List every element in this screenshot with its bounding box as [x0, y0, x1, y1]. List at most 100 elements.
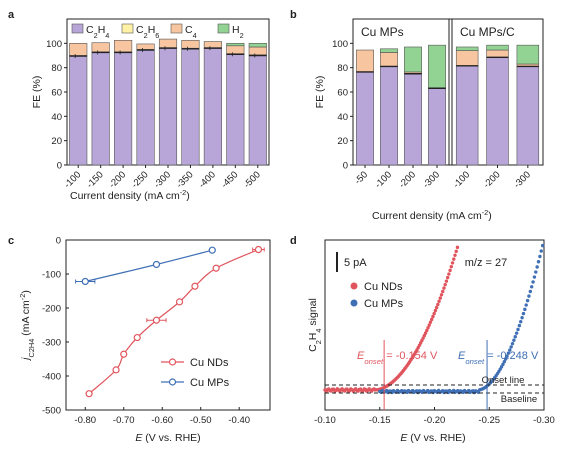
panel-a-bar-segment [226, 45, 245, 54]
panel-a-bar-segment [248, 46, 267, 56]
panel-a-xtick-label: -450 [219, 169, 240, 190]
panel-d-data-point [505, 354, 509, 358]
panel-b-xtick-label: -100 [373, 169, 394, 190]
panel-b-xtick-label: -50 [353, 169, 370, 186]
panel-a-bar-segment [136, 49, 155, 166]
panel-a-bar-segment [114, 39, 133, 53]
panel-d-data-point [450, 261, 455, 265]
panel-a-legend-label: C4 [185, 24, 197, 40]
panel-d-data-point [439, 293, 444, 297]
panel-b-bar-segment [455, 50, 479, 67]
panel-a-ytick-label: 80 [51, 63, 62, 74]
panel-b-ytick-label: 20 [337, 136, 348, 147]
panel-b-group-title: Cu MPs [361, 25, 404, 39]
panel-c-legend-label: Cu MPs [190, 377, 230, 389]
panel-d-data-point [447, 272, 451, 276]
panel-b-bar-segment [428, 44, 446, 89]
panel-a-ytick-label: 20 [51, 136, 62, 147]
panel-a-ytick-label: 0 [57, 161, 62, 172]
panel-c-ytick-label: -500 [42, 406, 61, 417]
panel-b-bar-segment [455, 65, 479, 166]
panel-b-bar-segment [404, 73, 422, 166]
panel-d-data-point [520, 316, 524, 320]
panel-a-bar-segment [248, 43, 267, 48]
panel-a-ytick-label: 60 [51, 88, 62, 99]
panel-d-data-point [438, 296, 442, 300]
panel-d-scale-label: 5 pA [344, 257, 367, 269]
panel-c-legend-label: Cu NDs [190, 357, 229, 369]
panel-d-data-point [527, 294, 531, 298]
panel-d-data-point [512, 338, 516, 342]
panel-d-mz-label: m/z = 27 [465, 257, 508, 269]
panel-c-data-point [81, 277, 89, 286]
panel-d-data-point [455, 245, 460, 250]
panel-c-data-point [112, 366, 120, 374]
panel-c-ytick-label: -400 [42, 372, 61, 383]
panel-d-xtick-label: -0.10 [314, 415, 336, 426]
panel-a-xtick-label: -200 [107, 169, 128, 190]
panel-a-xtick-label: -150 [85, 169, 106, 190]
panel-b-ytick-label: 40 [337, 112, 348, 123]
panel-b-ytick-label: 80 [337, 63, 348, 74]
panel-c-ytick-label: -100 [42, 270, 61, 281]
panel-a-ylabel: FE (%) [31, 76, 43, 109]
panel-d-data-point [519, 320, 523, 324]
panel-d-ylabel: C2H4 signal [307, 298, 323, 352]
panel-d-data-point [425, 328, 429, 333]
panel-c-ylabel: jC2H4 (mA cm-2) [18, 290, 36, 362]
panel-a-bar-segment [226, 53, 245, 166]
panel-d-data-point [534, 270, 538, 274]
panel-c-xtick-label: -0.40 [228, 415, 250, 426]
panel-d-data-point [436, 302, 440, 307]
panel-a-bar-segment [203, 47, 222, 166]
panel-d-data-point [532, 275, 537, 279]
panel-a-bar-segment [91, 52, 110, 166]
panel-b-ylabel: FE (%) [314, 76, 326, 109]
panel-b-bar-segment [380, 48, 398, 53]
panel-c-frame [65, 239, 271, 411]
panel-d-legend-marker [350, 299, 358, 307]
panel-d-data-point [432, 311, 436, 316]
panel-d-data-point [431, 314, 435, 319]
panel-d-data-point [437, 299, 441, 303]
panel-d-data-point [444, 279, 449, 283]
panel-c-data-point [85, 390, 93, 398]
panel-a-bar-segment [248, 55, 267, 166]
panel-a-xtick-label: -250 [129, 169, 150, 190]
panel-c-data-point [212, 264, 220, 272]
panel-b-bar-segment [428, 88, 446, 166]
panel-a-bar-segment [226, 43, 245, 47]
panel-d-data-point [426, 326, 430, 330]
panel-c-series-line [85, 249, 213, 283]
panel-d-data-point [521, 311, 526, 316]
panel-b-bar-segment [516, 66, 540, 166]
panel-d-data-point [536, 260, 541, 264]
panel-d-legend-label: Cu MPs [364, 298, 404, 310]
panel-c-data-point [254, 245, 263, 254]
panel-d-data-point [523, 307, 527, 312]
panel-d-data-point [539, 249, 543, 253]
panel-d-data-point [538, 254, 542, 259]
panel-b-ytick-label: 60 [337, 88, 348, 99]
panel-a-legend-label: H2 [232, 24, 244, 40]
panel-d-data-point [529, 285, 534, 289]
panel-a-xtick-label: -400 [197, 169, 218, 190]
panel-d-data-point [434, 305, 439, 310]
panel-d-xtick-label: -0.15 [369, 415, 391, 426]
panel-b-bar-segment [455, 46, 479, 51]
panel-b-xtick-label: -300 [512, 169, 533, 190]
panel-b-bar-segment [486, 57, 509, 166]
panel-d-data-point [442, 286, 446, 290]
panel-d-data-point [516, 327, 520, 332]
panel-b-bar-segment [486, 49, 509, 58]
panel-d-baseline-label: Baseline [501, 394, 537, 405]
panel-c-data-point [133, 333, 141, 342]
panel-d-data-point [427, 323, 431, 327]
panel-c-data-point [152, 260, 161, 269]
panel-c-ytick-label: 0 [56, 236, 61, 247]
panel-a-ytick-label: 100 [46, 39, 62, 50]
panel-d-data-point [524, 303, 528, 307]
panel-c-data-point [152, 316, 161, 324]
panel-d-data-point [422, 333, 427, 338]
